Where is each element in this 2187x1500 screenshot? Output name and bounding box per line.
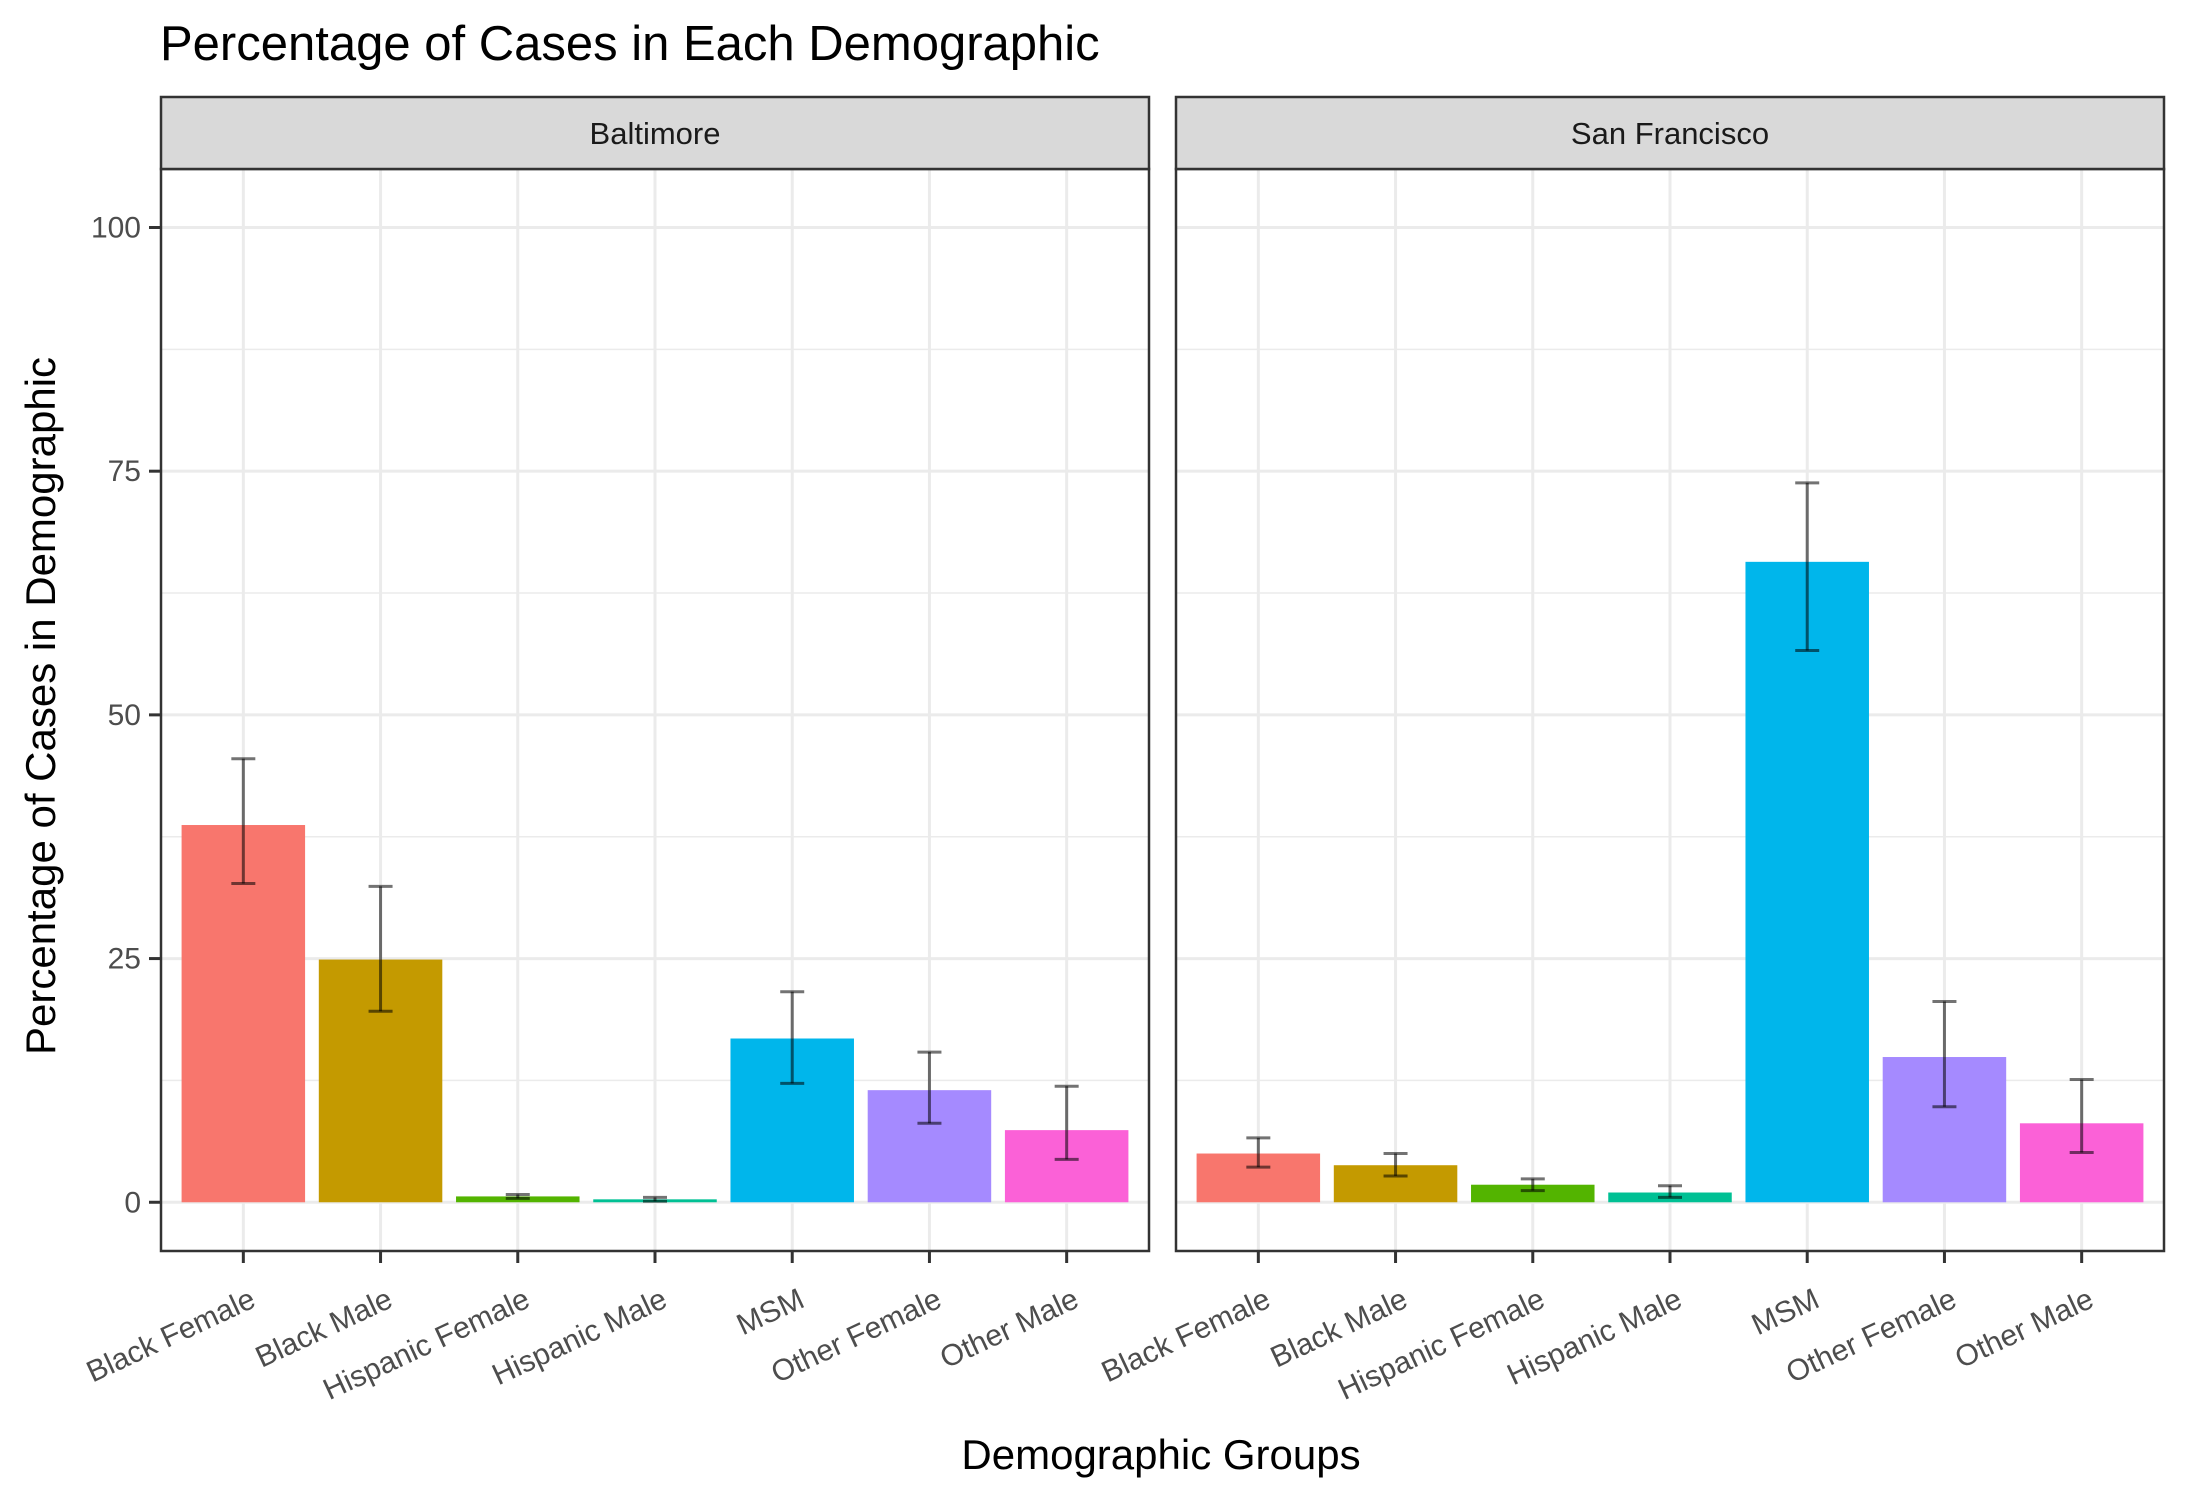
- strip-label: Baltimore: [590, 116, 721, 151]
- x-tick-label: MSM: [1747, 1282, 1824, 1341]
- strip-header: [159, 95, 1151, 171]
- y-axis: 0 25 50 75 100: [91, 211, 161, 1219]
- strip-label: San Francisco: [1571, 116, 1769, 151]
- error-bar-0-2: [505, 1192, 530, 1200]
- error-bar-1-2: [1520, 1177, 1545, 1193]
- error-bar-1-4: [1795, 481, 1820, 653]
- y-axis-title: Percentage of Cases in Demographic: [17, 357, 64, 1055]
- y-tick-label: 0: [124, 1186, 141, 1219]
- error-bar-0-5: [917, 1050, 942, 1125]
- error-bar-0-1: [368, 884, 393, 1013]
- y-tick-label: 100: [91, 211, 141, 244]
- error-bar-0-0: [231, 757, 256, 886]
- error-bar-1-6: [2069, 1077, 2094, 1155]
- bar-1-2: [1471, 1184, 1595, 1203]
- error-bar-1-0: [1246, 1136, 1271, 1169]
- error-bar-0-3: [643, 1195, 667, 1203]
- bar-0-0: [181, 825, 306, 1203]
- x-tick-label: MSM: [732, 1282, 809, 1341]
- y-tick-label: 25: [108, 943, 141, 976]
- x-tick-label: Black Female: [82, 1282, 261, 1389]
- error-bar-1-1: [1383, 1152, 1408, 1178]
- x-tick-label: Black Female: [1097, 1282, 1276, 1389]
- y-tick-label: 75: [108, 455, 141, 488]
- error-bar-1-3: [1658, 1184, 1682, 1199]
- x-tick-label: Other Male: [935, 1282, 1083, 1375]
- chart-title: Percentage of Cases in Each Demographic: [160, 17, 1100, 71]
- error-bar-1-5: [1932, 999, 1957, 1109]
- strip-header: [1174, 95, 2166, 171]
- error-bar-0-4: [780, 990, 805, 1085]
- x-axis-title: Demographic Groups: [961, 1431, 1360, 1478]
- error-bar-0-6: [1054, 1084, 1079, 1161]
- y-tick-label: 50: [108, 699, 141, 732]
- bar-1-4: [1745, 561, 1869, 1203]
- x-tick-label: Other Male: [1950, 1282, 2098, 1375]
